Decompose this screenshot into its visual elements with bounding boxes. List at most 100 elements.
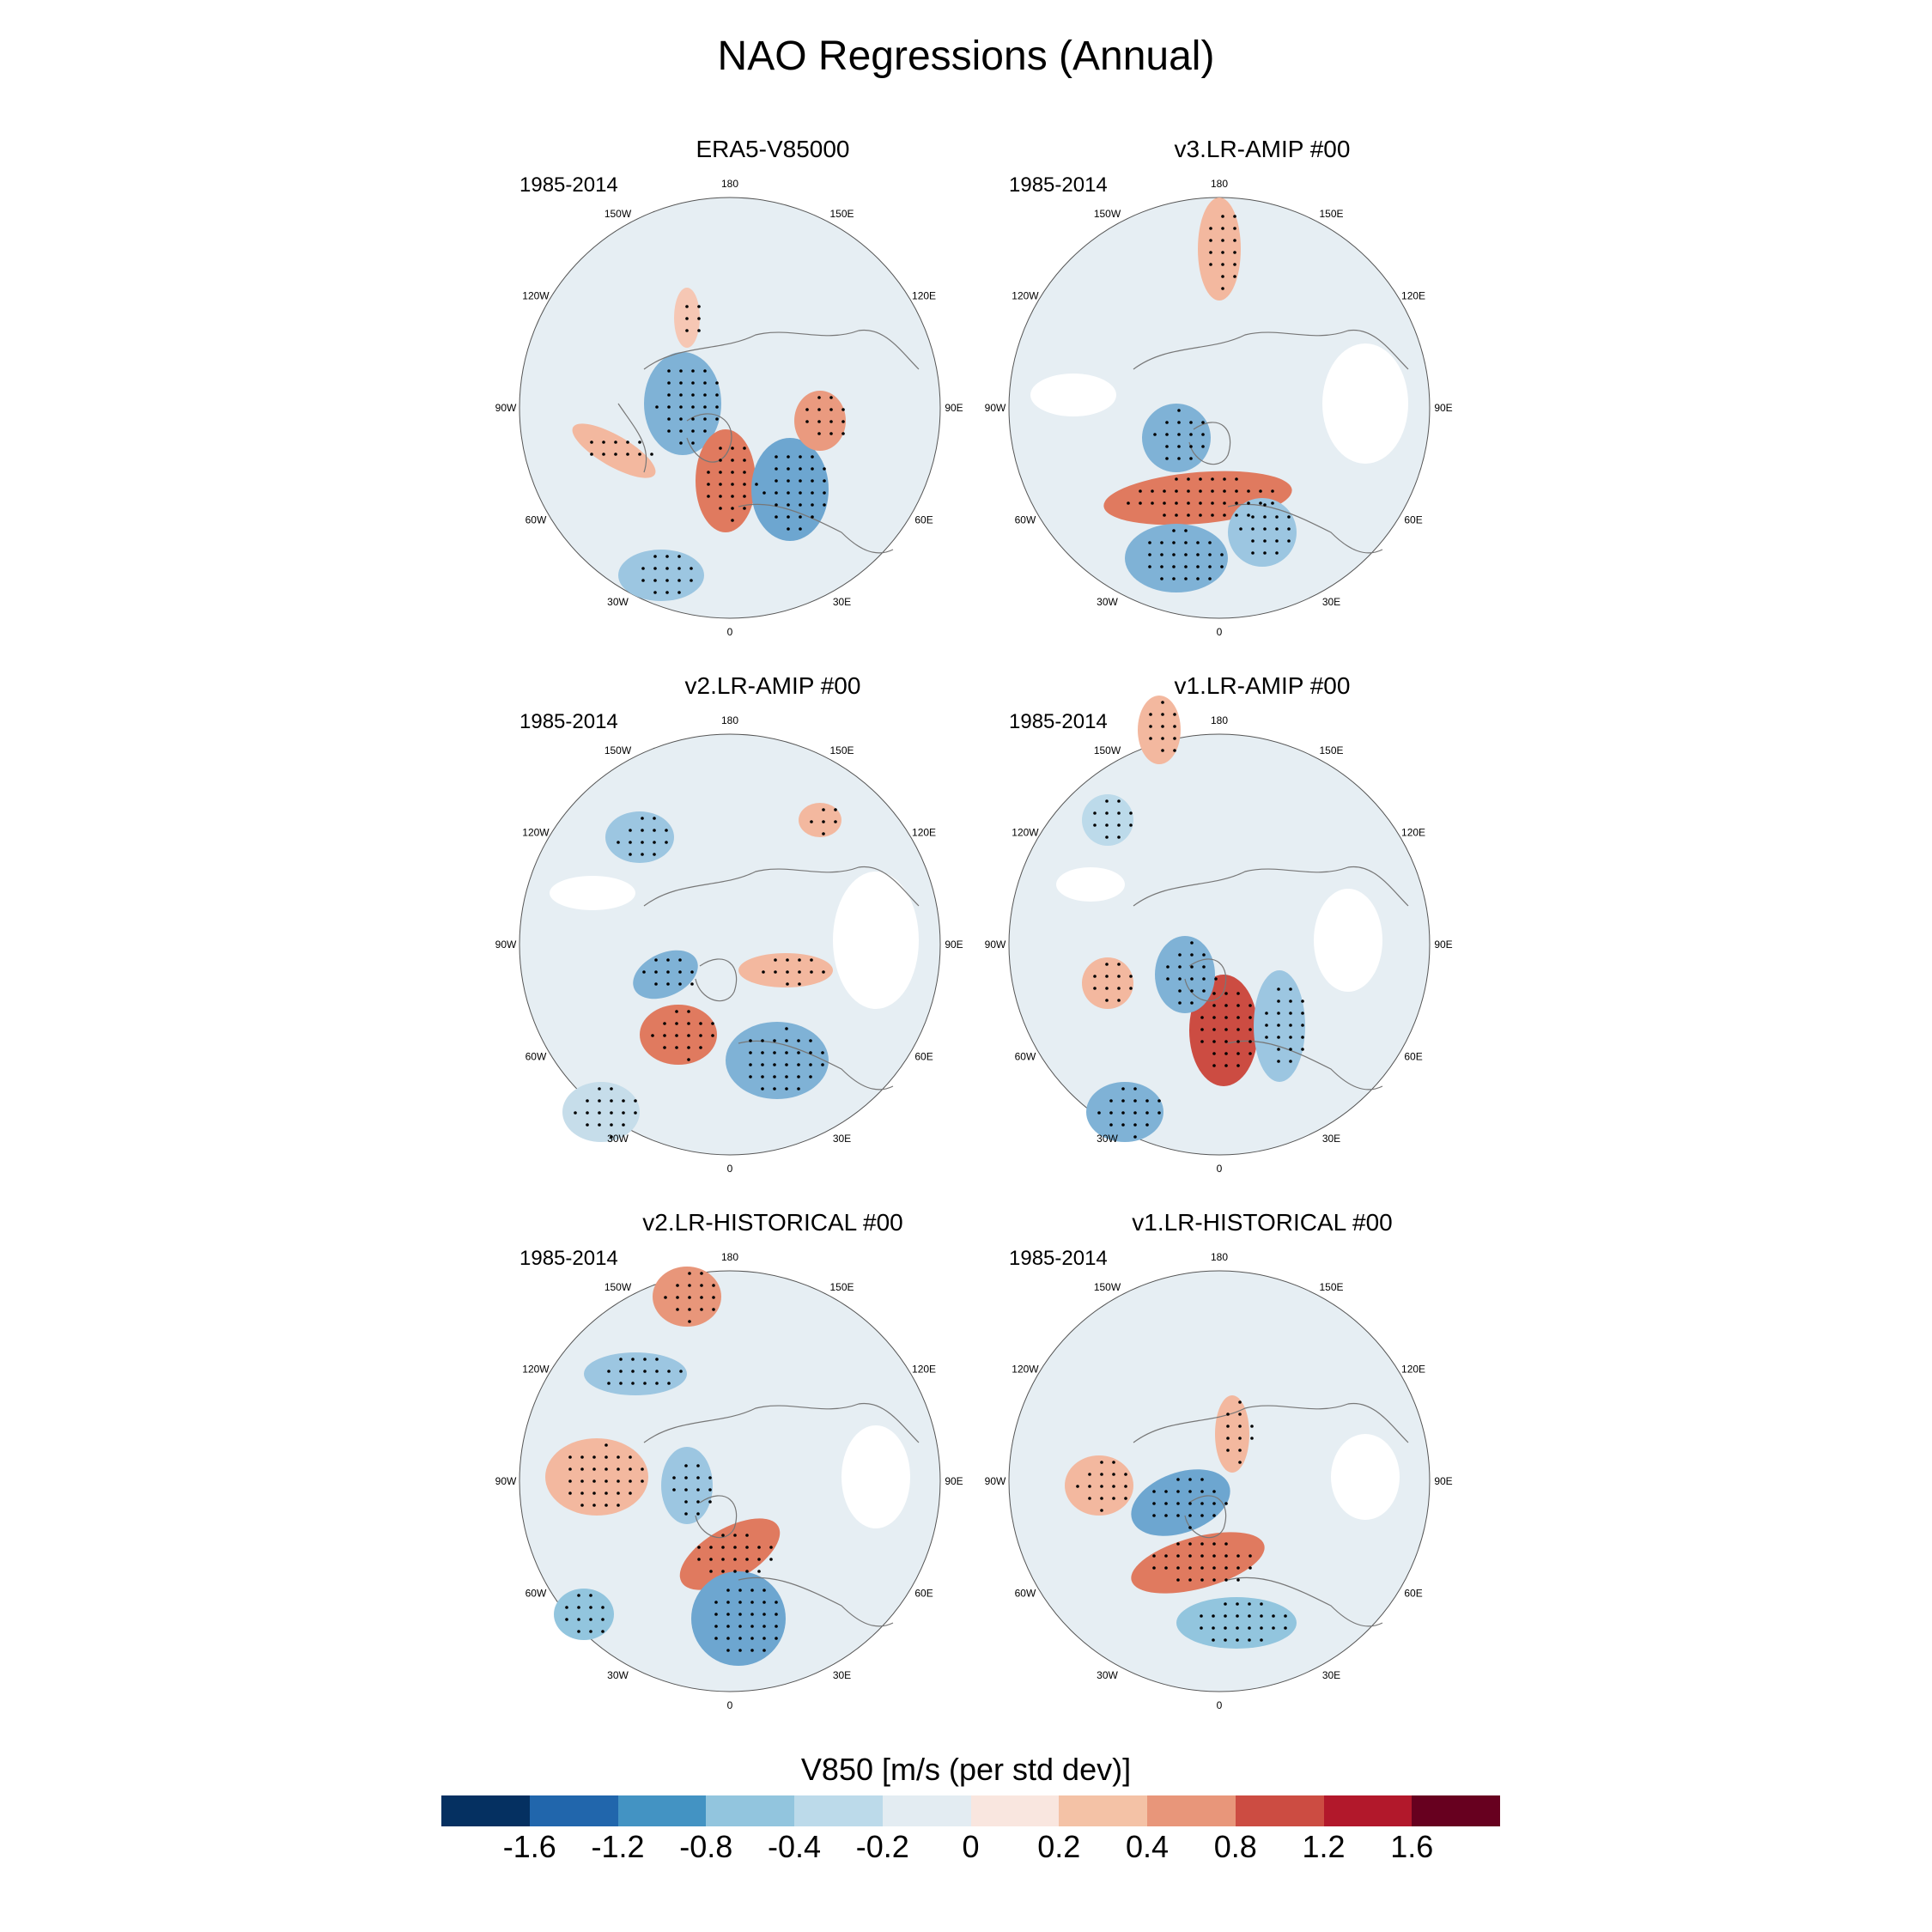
map-panel-v1-lr-historical: v1.LR-HISTORICAL #00 1985-2014 180 150E 12… xyxy=(985,1209,1520,1735)
stipple-dot xyxy=(1200,1578,1204,1582)
longitude-label: 0 xyxy=(727,626,733,638)
stipple-dot xyxy=(1284,1626,1287,1630)
stipple-dot xyxy=(690,579,693,582)
stipple-dot xyxy=(745,1534,749,1537)
stipple-dot xyxy=(714,1601,718,1604)
stipple-dot xyxy=(1163,489,1166,493)
stipple-dot xyxy=(1117,835,1121,839)
stipple-dot xyxy=(1187,489,1190,493)
longitude-label: 150E xyxy=(1319,208,1343,220)
stipple-dot xyxy=(1165,421,1169,424)
anomaly-shading xyxy=(1030,197,1408,592)
stipple-dot xyxy=(1263,539,1267,543)
stipple-dot xyxy=(829,408,833,411)
stipple-dot xyxy=(1221,275,1224,278)
stipple-dot xyxy=(1172,541,1176,544)
longitude-label: 60E xyxy=(914,514,933,526)
stipple-dot xyxy=(797,1039,800,1042)
stipple-dot xyxy=(1212,1028,1216,1031)
longitude-label: 180 xyxy=(721,178,738,190)
stipple-dot xyxy=(1249,1040,1252,1043)
stipple-dot xyxy=(1238,1425,1242,1428)
stipple-dot xyxy=(1190,1001,1194,1005)
stipple-dot xyxy=(577,1618,580,1621)
stipple-dot xyxy=(641,579,645,582)
stipple-dot xyxy=(1148,565,1151,568)
stipple-dot xyxy=(677,591,681,594)
stipple-dot xyxy=(1263,515,1267,519)
longitude-label: 90E xyxy=(945,1475,963,1487)
stipple-dot xyxy=(731,459,734,462)
stipple-dot xyxy=(749,1039,752,1042)
stipple-dot xyxy=(787,479,790,483)
stipple-dot xyxy=(1201,433,1205,436)
stipple-dot xyxy=(745,1546,749,1549)
stipple-dot xyxy=(1173,725,1176,728)
stipple-dot xyxy=(1100,1509,1103,1512)
stipple-dot xyxy=(653,841,656,844)
stipple-dot xyxy=(667,369,671,373)
stipple-dot xyxy=(1105,987,1109,990)
stipple-dot xyxy=(738,1601,742,1604)
stipple-dot xyxy=(731,507,734,510)
stipple-dot xyxy=(1161,713,1164,716)
stipple-dot xyxy=(641,817,644,820)
stipple-dot xyxy=(743,459,746,462)
longitude-label: 120W xyxy=(1012,827,1039,839)
stipple-dot xyxy=(699,1034,702,1037)
stipple-dot xyxy=(667,1382,671,1385)
stipple-dot xyxy=(703,405,707,409)
stipple-dot xyxy=(685,317,689,320)
stipple-dot xyxy=(1151,489,1154,493)
stipple-dot xyxy=(809,1063,812,1066)
stipple-dot xyxy=(1249,1028,1252,1031)
stipple-dot xyxy=(697,305,701,308)
stipple-dot xyxy=(822,832,825,835)
anomaly-shading xyxy=(545,1267,910,1666)
stipple-dot xyxy=(1287,527,1291,531)
stipple-dot xyxy=(677,567,681,570)
stipple-dot xyxy=(688,1308,691,1311)
stipple-dot xyxy=(580,1479,584,1483)
stipple-dot xyxy=(1212,1554,1216,1558)
colorbar-tick: -1.2 xyxy=(591,1829,645,1864)
longitude-label: 90W xyxy=(495,402,517,414)
stipple-dot xyxy=(580,1455,584,1459)
stipple-dot xyxy=(601,1630,605,1633)
stipple-dot xyxy=(1287,539,1291,543)
longitude-label: 120W xyxy=(522,1364,550,1376)
stipple-dot xyxy=(1117,999,1121,1002)
stipple-dot xyxy=(687,1022,690,1025)
stipple-dot xyxy=(799,515,802,519)
stipple-dot xyxy=(690,567,693,570)
stipple-dot xyxy=(691,405,695,409)
stipple-dot xyxy=(691,417,695,421)
stipple-dot xyxy=(733,1534,737,1537)
stipple-dot xyxy=(629,1492,632,1495)
stipple-dot xyxy=(688,1320,691,1323)
stipple-dot xyxy=(761,1063,764,1066)
stipple-dot xyxy=(586,1111,589,1115)
stipple-dot xyxy=(580,1467,584,1471)
stipple-dot xyxy=(834,808,837,811)
polar-map: 180 150E 120E 90E 60E 30E 0 30W 60W 90W 120W 150W xyxy=(985,696,1453,1175)
colorbar-box xyxy=(1147,1795,1236,1826)
longitude-label: 150E xyxy=(829,208,854,220)
stipple-dot xyxy=(1160,541,1163,544)
stipple-dot xyxy=(690,970,694,974)
stipple-dot xyxy=(1223,477,1226,481)
stipple-dot xyxy=(574,1111,577,1115)
stipple-dot xyxy=(1200,1542,1204,1546)
stipple-dot xyxy=(1289,1036,1292,1039)
stipple-dot xyxy=(1109,1111,1113,1115)
stipple-dot xyxy=(809,1051,812,1054)
stipple-dot xyxy=(687,1046,690,1049)
stipple-dot xyxy=(1220,553,1224,556)
stipple-dot xyxy=(707,483,710,486)
stipple-dot xyxy=(811,503,814,507)
stipple-dot xyxy=(631,1358,635,1361)
stipple-dot xyxy=(817,408,821,411)
longitude-label: 30W xyxy=(607,1133,629,1145)
stipple-dot xyxy=(1212,1016,1216,1019)
longitude-label: 120W xyxy=(1012,1364,1039,1376)
